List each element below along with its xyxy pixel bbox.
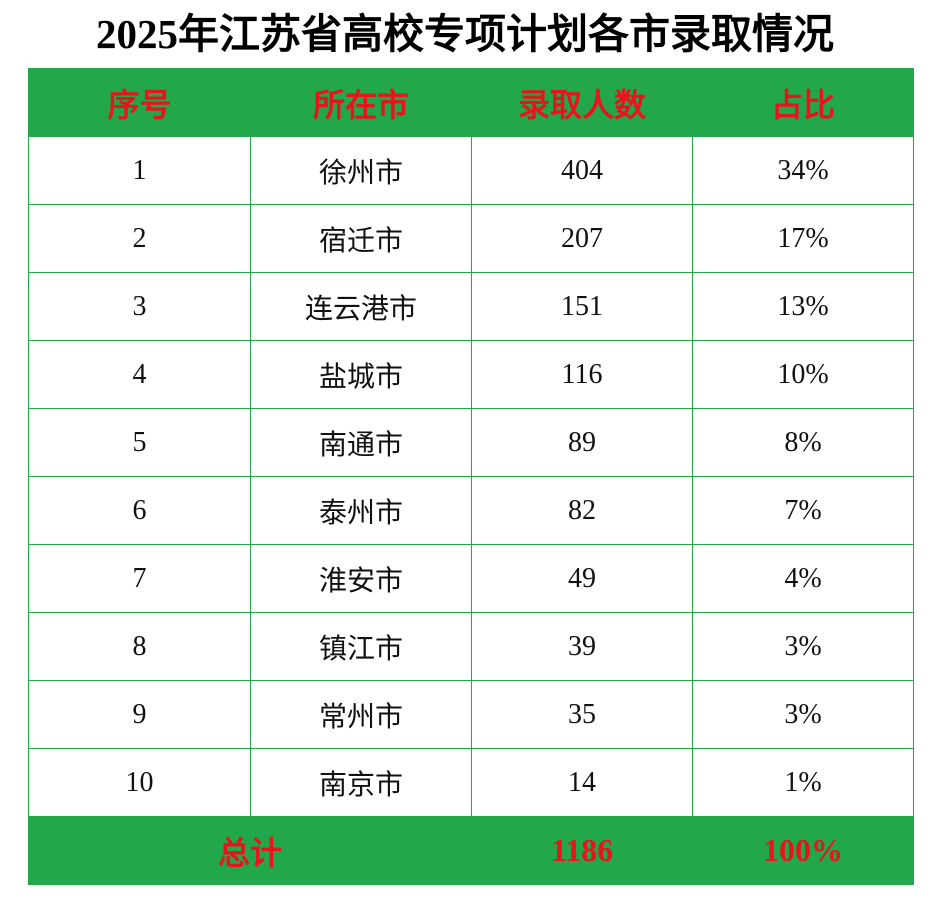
table: 序号 所在市 录取人数 占比 1 徐州市 404 34% 2 宿迁市 207 17% 3 连云港市 151… bbox=[28, 68, 914, 885]
title: 2025年江苏省高校专项计划各市录取情况 bbox=[96, 11, 834, 57]
table-row: 8 镇江市 39 3% bbox=[28, 612, 914, 681]
table-row: 3 连云港市 151 13% bbox=[28, 272, 914, 341]
footer-cell: 100% bbox=[692, 816, 914, 885]
table-cell: 常州市 bbox=[250, 680, 472, 749]
table-row: 4 盐城市 116 10% bbox=[28, 340, 914, 409]
table-cell: 2 bbox=[28, 204, 251, 273]
table-cell: 10 bbox=[28, 748, 251, 817]
table-row: 6 泰州市 82 7% bbox=[28, 476, 914, 545]
table-cell: 89 bbox=[471, 408, 693, 477]
table-cell: 35 bbox=[471, 680, 693, 749]
table-cell: 10% bbox=[692, 340, 914, 409]
table-row: 1 徐州市 404 34% bbox=[28, 136, 914, 205]
table-row: 9 常州市 35 3% bbox=[28, 680, 914, 749]
table-cell: 4% bbox=[692, 544, 914, 613]
table-cell: 8% bbox=[692, 408, 914, 477]
table-cell: 13% bbox=[692, 272, 914, 341]
table-cell: 116 bbox=[471, 340, 693, 409]
table-cell: 1% bbox=[692, 748, 914, 817]
table-cell: 151 bbox=[471, 272, 693, 341]
table-cell: 南通市 bbox=[250, 408, 472, 477]
table-cell: 8 bbox=[28, 612, 251, 681]
table-cell: 82 bbox=[471, 476, 693, 545]
table-cell: 徐州市 bbox=[250, 136, 472, 205]
table-cell: 泰州市 bbox=[250, 476, 472, 545]
table-cell: 南京市 bbox=[250, 748, 472, 817]
table-row: 7 淮安市 49 4% bbox=[28, 544, 914, 613]
table-cell: 49 bbox=[471, 544, 693, 613]
footer-cell: 总计 bbox=[28, 816, 472, 885]
header-cell: 序号 bbox=[28, 68, 251, 137]
table-body: 1 徐州市 404 34% 2 宿迁市 207 17% 3 连云港市 151 13% 4 盐城市 116 10… bbox=[28, 136, 914, 885]
table-cell: 6 bbox=[28, 476, 251, 545]
table-cell: 淮安市 bbox=[250, 544, 472, 613]
footer-cell: 1186 bbox=[471, 816, 693, 885]
table-cell: 17% bbox=[692, 204, 914, 273]
table-cell: 3% bbox=[692, 680, 914, 749]
table-cell: 9 bbox=[28, 680, 251, 749]
table-cell: 连云港市 bbox=[250, 272, 472, 341]
header-cell: 录取人数 bbox=[471, 68, 693, 137]
table-cell: 7 bbox=[28, 544, 251, 613]
table-cell: 7% bbox=[692, 476, 914, 545]
table-cell: 14 bbox=[471, 748, 693, 817]
table-cell: 404 bbox=[471, 136, 693, 205]
footer-row: 总计 1186 100% bbox=[28, 816, 914, 885]
table-cell: 3% bbox=[692, 612, 914, 681]
table-cell: 1 bbox=[28, 136, 251, 205]
header-cell: 占比 bbox=[692, 68, 914, 137]
table-cell: 5 bbox=[28, 408, 251, 477]
table-cell: 39 bbox=[471, 612, 693, 681]
table-cell: 镇江市 bbox=[250, 612, 472, 681]
header-cell: 所在市 bbox=[250, 68, 472, 137]
header-row: 序号 所在市 录取人数 占比 bbox=[28, 68, 914, 137]
table-cell: 34% bbox=[692, 136, 914, 205]
table-cell: 盐城市 bbox=[250, 340, 472, 409]
table-cell: 207 bbox=[471, 204, 693, 273]
table-cell: 4 bbox=[28, 340, 251, 409]
table-row: 10 南京市 14 1% bbox=[28, 748, 914, 817]
table-cell: 3 bbox=[28, 272, 251, 341]
table-row: 2 宿迁市 207 17% bbox=[28, 204, 914, 273]
table-row: 5 南通市 89 8% bbox=[28, 408, 914, 477]
table-cell: 宿迁市 bbox=[250, 204, 472, 273]
